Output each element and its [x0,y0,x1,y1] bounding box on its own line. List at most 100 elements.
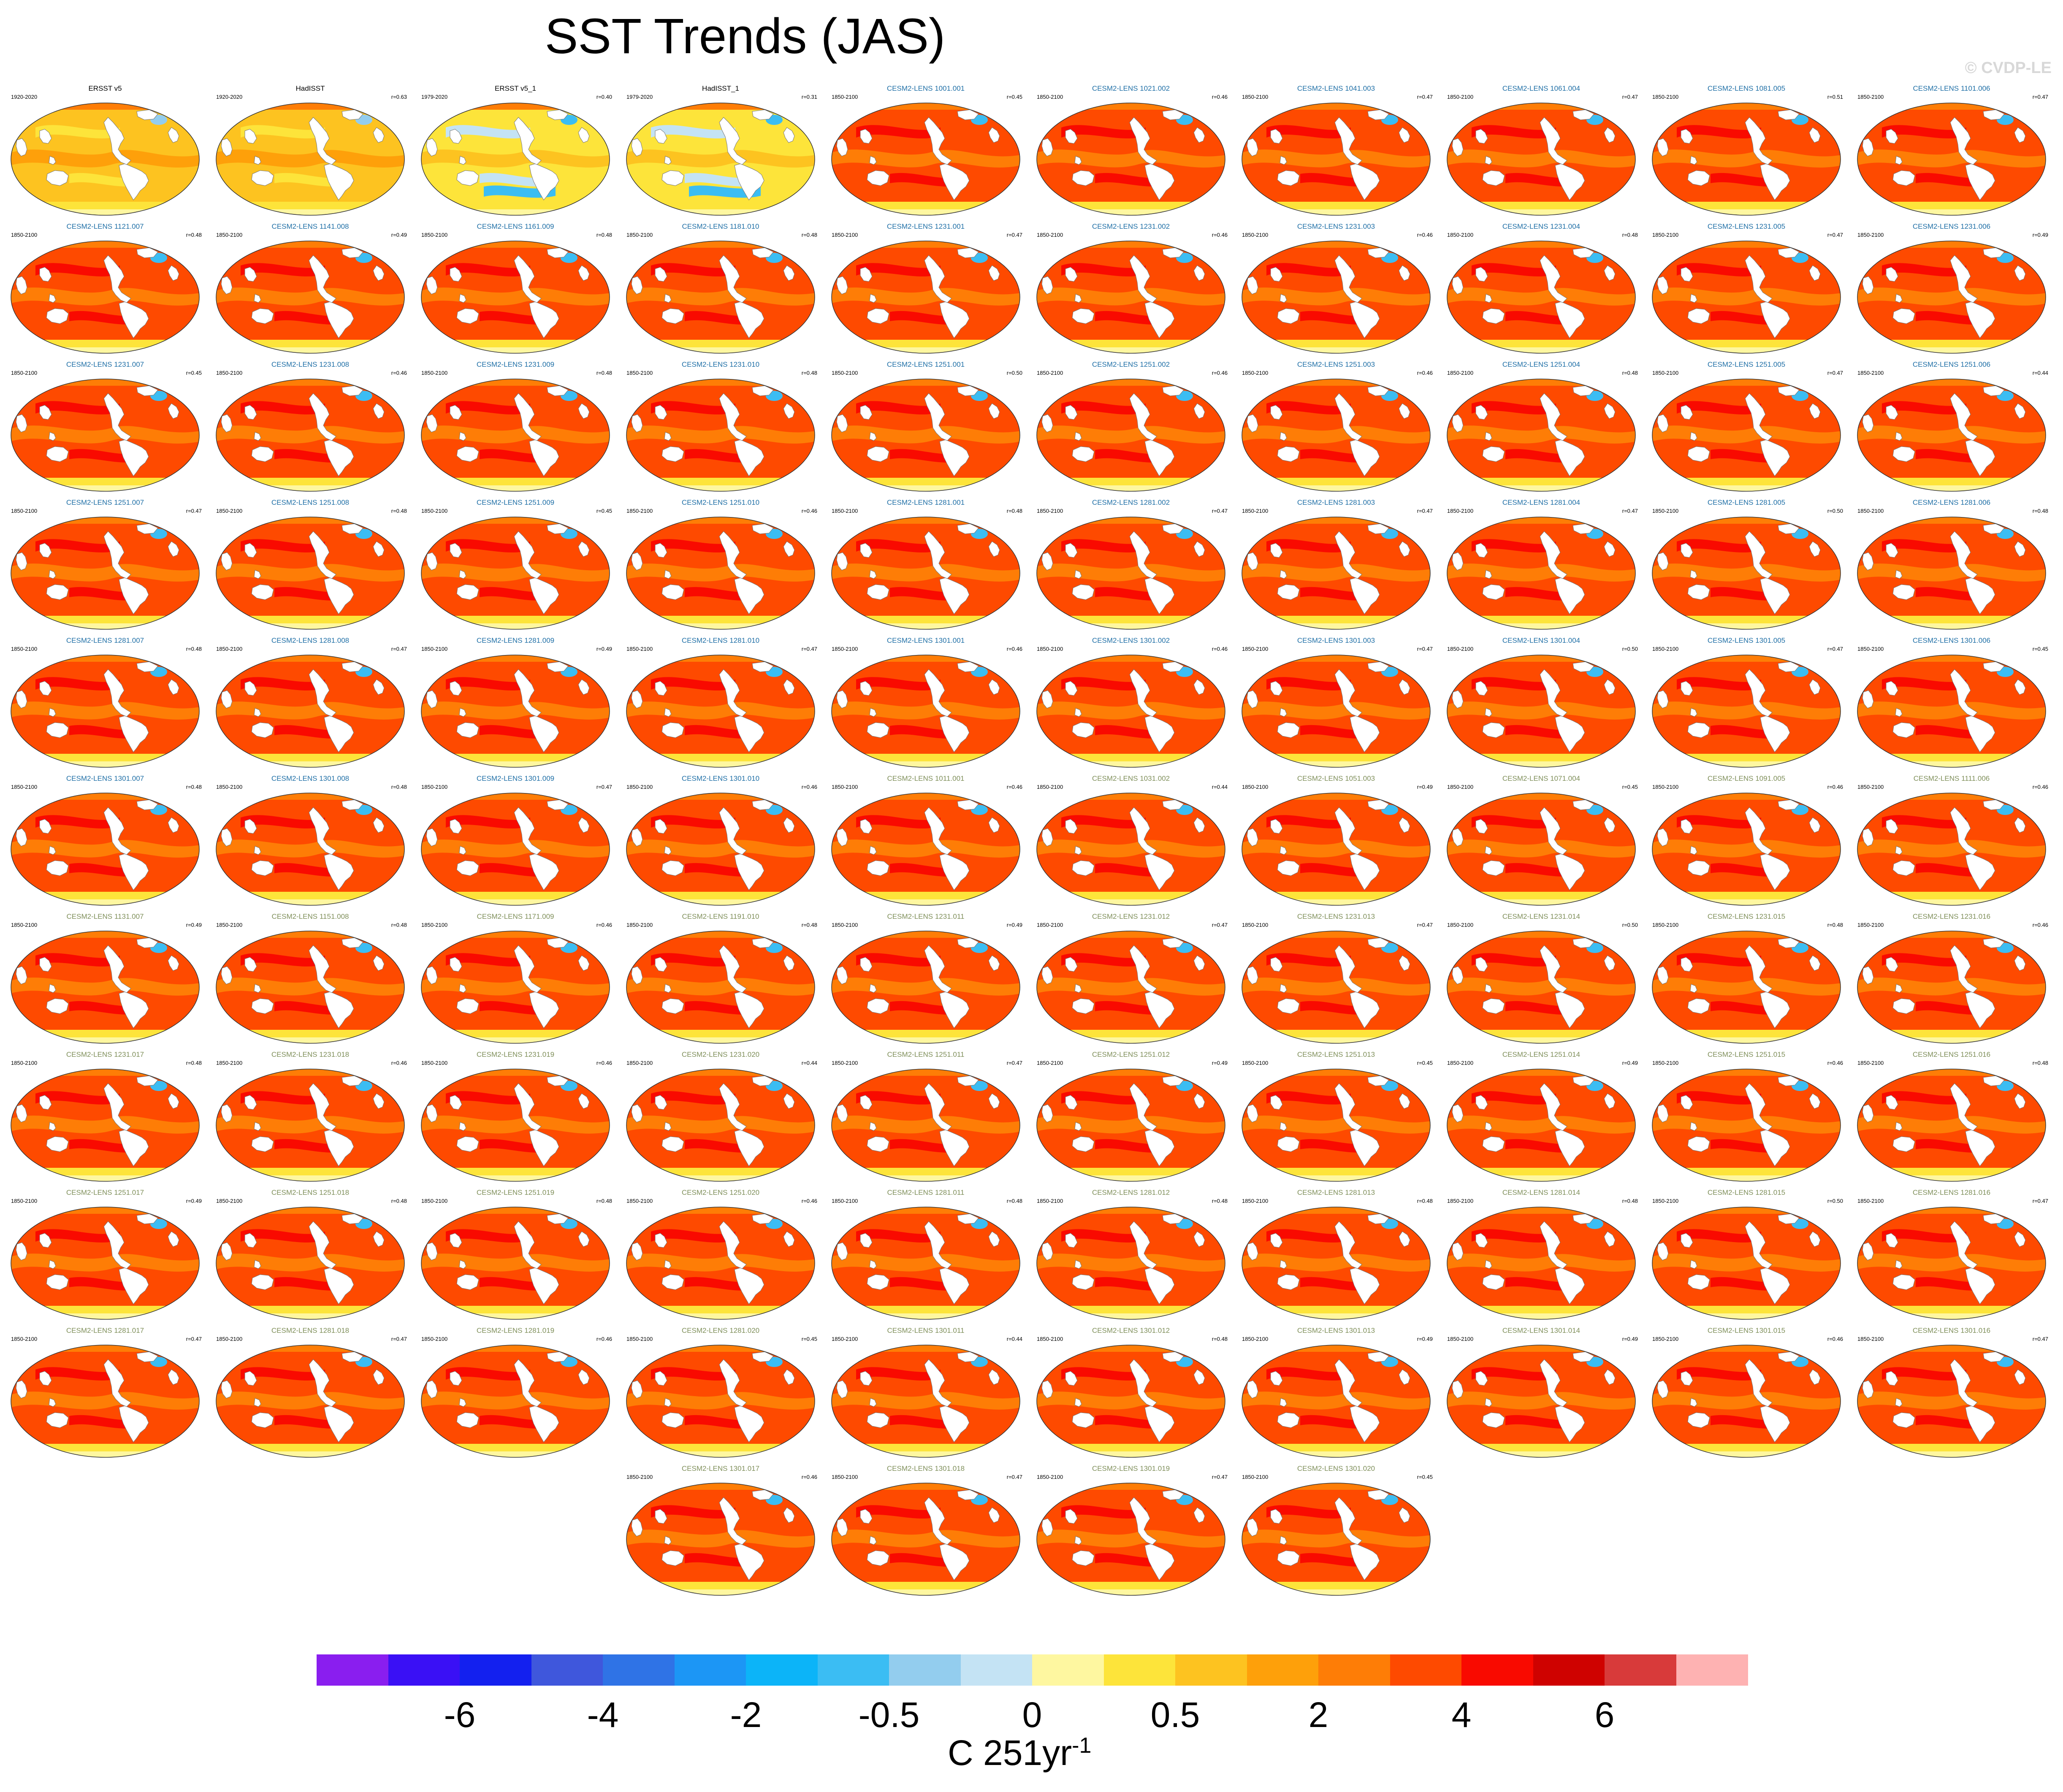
panel-title: CESM2-LENS 1231.017 [66,1050,144,1058]
panel-pattern-correlation: r=0.50 [1827,1198,1843,1204]
map-panel: CESM2-LENS 1301.008 1850-2100 r=0.48 [211,774,409,910]
panel-title: CESM2-LENS 1251.012 [1092,1050,1170,1058]
sst-trend-map [1036,379,1225,492]
panel-pattern-correlation: r=0.47 [1827,370,1843,376]
map-panel: CESM2-LENS 1301.016 1850-2100 r=0.47 [1852,1326,2051,1462]
panel-title: CESM2-LENS 1251.003 [1297,360,1375,368]
sst-trend-map [1242,241,1431,354]
map-panel: CESM2-LENS 1281.009 1850-2100 r=0.49 [416,636,615,771]
map-panel: CESM2-LENS 1251.003 1850-2100 r=0.46 [1237,360,1435,495]
panel-period: 1850-2100 [11,646,38,652]
panel-title: CESM2-LENS 1301.004 [1502,636,1580,644]
panel-pattern-correlation: r=0.47 [2032,94,2048,100]
panel-period: 1850-2100 [832,1474,858,1480]
map-panel: CESM2-LENS 1111.006 1850-2100 r=0.46 [1852,774,2051,910]
panel-title: CESM2-LENS 1051.003 [1297,774,1375,782]
panel-title: CESM2-LENS 1281.001 [886,498,965,506]
sst-trend-map [1036,103,1225,216]
panel-pattern-correlation: r=0.48 [391,1198,407,1204]
panel-title: CESM2-LENS 1251.018 [271,1188,350,1196]
panel-title: CESM2-LENS 1041.003 [1297,84,1375,92]
panel-period: 1850-2100 [216,1336,243,1342]
sst-trend-map [11,103,200,216]
panel-pattern-correlation: r=0.40 [596,94,612,100]
map-panel: CESM2-LENS 1251.012 1850-2100 r=0.49 [1032,1050,1230,1186]
panel-period: 1850-2100 [1857,1336,1884,1342]
map-panel: CESM2-LENS 1051.003 1850-2100 r=0.49 [1237,774,1435,910]
panel-period: 1850-2100 [1857,922,1884,928]
colorbar-tick-label: 4 [1451,1695,1472,1735]
panel-period: 1850-2100 [1242,922,1269,928]
panel-title: CESM2-LENS 1231.003 [1297,222,1375,230]
panel-pattern-correlation: r=0.44 [801,1060,817,1066]
panel-title: CESM2-LENS 1231.012 [1092,912,1170,920]
panel-period: 1850-2100 [832,784,858,790]
panel-title: CESM2-LENS 1251.002 [1092,360,1170,368]
panel-pattern-correlation: r=0.44 [1006,1336,1022,1342]
map-panel: CESM2-LENS 1231.002 1850-2100 r=0.46 [1032,222,1230,357]
panel-pattern-correlation: r=0.47 [1417,646,1433,652]
panel-title: CESM2-LENS 1091.005 [1707,774,1786,782]
panel-pattern-correlation: r=0.47 [1417,508,1433,514]
map-panel: CESM2-LENS 1301.019 1850-2100 r=0.47 [1032,1464,1230,1600]
page-title: SST Trends (JAS) [545,8,946,64]
panel-title: CESM2-LENS 1301.008 [271,774,350,782]
panel-period: 1850-2100 [626,784,653,790]
sst-trend-map [1036,241,1225,354]
panel-period: 1850-2100 [1447,1336,1474,1342]
panel-pattern-correlation: r=0.48 [1006,1198,1022,1204]
sst-trend-map [831,655,1020,768]
map-panel: CESM2-LENS 1281.006 1850-2100 r=0.48 [1852,498,2051,633]
panel-period: 1850-2100 [11,784,38,790]
sst-trend-map [421,1069,610,1182]
panel-pattern-correlation: r=0.48 [391,784,407,790]
panel-title: CESM2-LENS 1171.009 [477,912,554,920]
sst-trend-map [421,241,610,354]
panel-period: 1850-2100 [832,1336,858,1342]
panel-pattern-correlation: r=0.48 [1827,922,1843,928]
panel-pattern-correlation: r=0.48 [186,232,202,238]
panel-period: 1850-2100 [832,1198,858,1204]
map-panel: CESM2-LENS 1281.019 1850-2100 r=0.46 [416,1326,615,1462]
map-panel: CESM2-LENS 1251.001 1850-2100 r=0.50 [827,360,1025,495]
sst-trend-map [1652,793,1841,906]
panel-pattern-correlation: r=0.47 [1006,1060,1022,1066]
panel-period: 1850-2100 [421,232,448,238]
map-panel: CESM2-LENS 1061.004 1850-2100 r=0.47 [1442,84,1640,219]
panel-period: 1850-2100 [1857,784,1884,790]
panel-pattern-correlation: r=0.46 [1827,784,1843,790]
map-panel: CESM2-LENS 1231.019 1850-2100 r=0.46 [416,1050,615,1186]
panel-pattern-correlation: r=0.48 [1622,1198,1638,1204]
panel-period: 1850-2100 [1242,1198,1269,1204]
sst-trend-map [626,1207,815,1320]
sst-trend-map [1652,379,1841,492]
sst-trend-map [216,103,405,216]
colorbar-tick-label: -0.5 [858,1695,920,1735]
panel-pattern-correlation: r=0.51 [1827,94,1843,100]
panel-period: 1850-2100 [832,646,858,652]
panel-title: CESM2-LENS 1251.005 [1707,360,1786,368]
panel-pattern-correlation: r=0.49 [391,232,407,238]
sst-trend-map [1652,1207,1841,1320]
panel-pattern-correlation: r=0.47 [1212,1474,1228,1480]
sst-trend-map [11,931,200,1044]
panel-title: CESM2-LENS 1071.004 [1502,774,1580,782]
map-panel: CESM2-LENS 1301.020 1850-2100 r=0.45 [1237,1464,1435,1600]
panel-title: CESM2-LENS 1251.010 [681,498,760,506]
sst-trend-map [421,1207,610,1320]
panel-period: 1850-2100 [1242,1336,1269,1342]
sst-trend-map [1857,655,2046,768]
panel-period: 1850-2100 [1037,232,1063,238]
map-panel: CESM2-LENS 1251.005 1850-2100 r=0.47 [1647,360,1846,495]
panel-period: 1850-2100 [1242,1060,1269,1066]
panel-period: 1850-2100 [1242,646,1269,652]
sst-trend-map [831,1069,1020,1182]
sst-trend-map [216,655,405,768]
sst-trend-map [216,931,405,1044]
map-panel: CESM2-LENS 1231.010 1850-2100 r=0.48 [621,360,820,495]
colorbar-swatch [889,1654,961,1686]
colorbar-tick-label: 2 [1308,1695,1328,1735]
panel-period: 1850-2100 [1242,1474,1269,1480]
panel-pattern-correlation: r=0.46 [596,1060,612,1066]
map-panel: CESM2-LENS 1281.010 1850-2100 r=0.47 [621,636,820,771]
